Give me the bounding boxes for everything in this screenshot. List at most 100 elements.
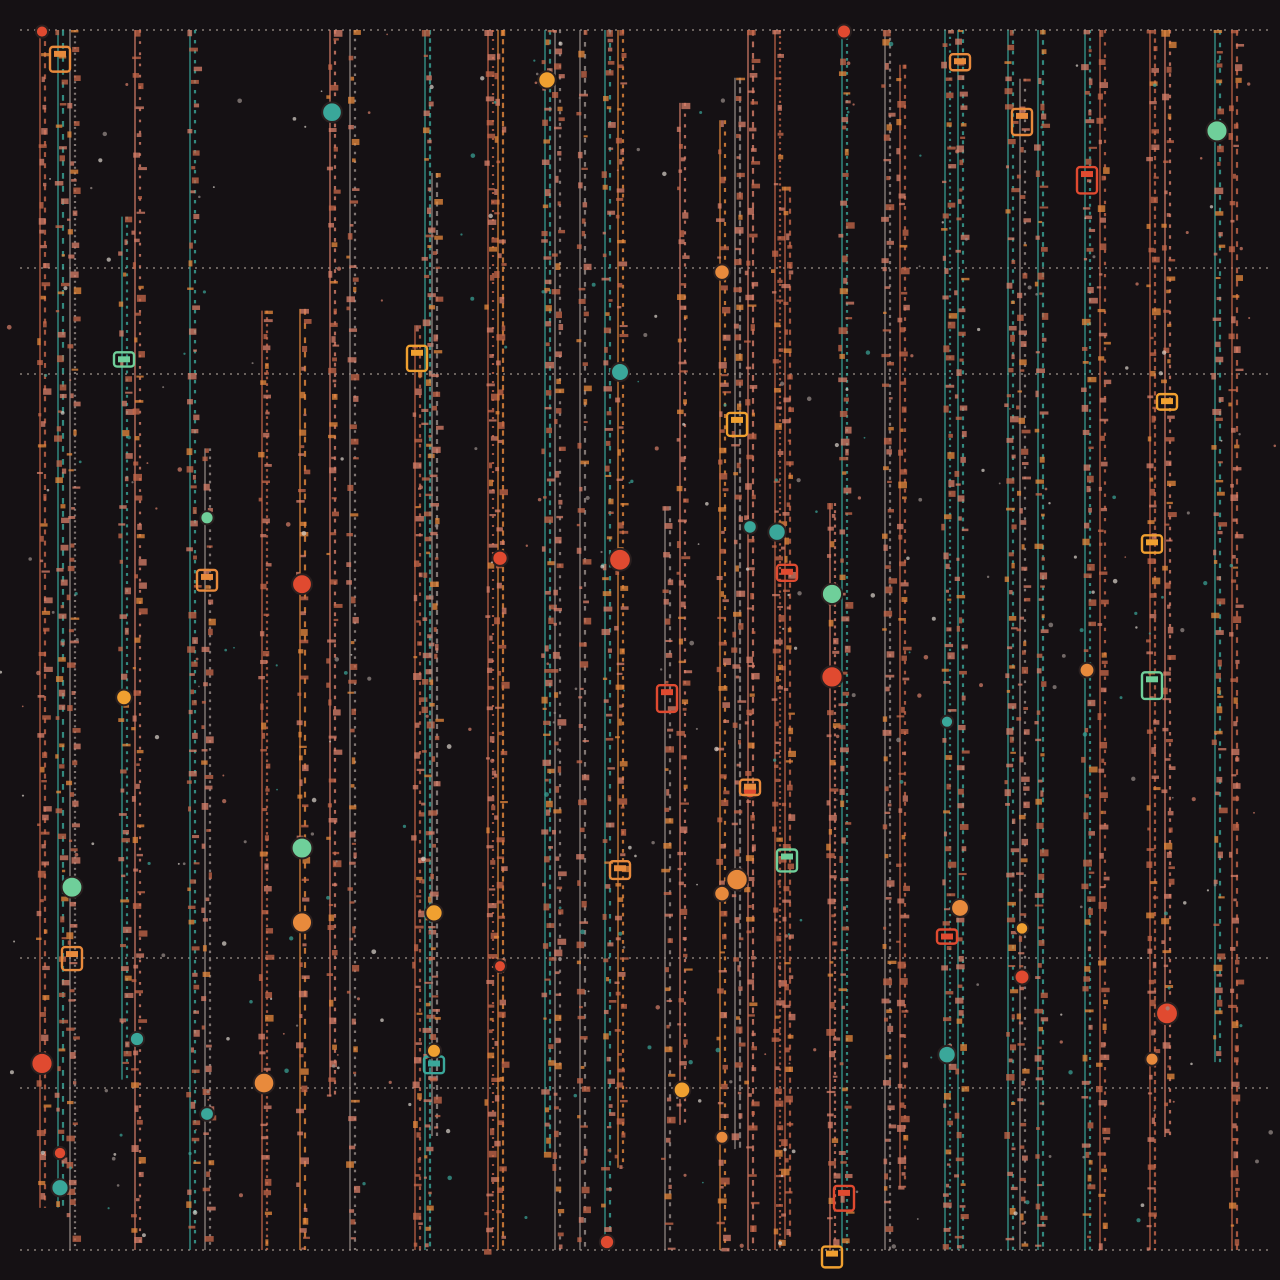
strand-tick (1088, 146, 1097, 149)
strand-tick (412, 462, 422, 469)
strand-tick (429, 956, 436, 961)
strand-tick (1016, 405, 1020, 410)
horizontal-dotted-lines (20, 29, 1270, 1251)
strand-tick (67, 131, 72, 138)
strand-tick (434, 735, 440, 741)
strand-tick (1100, 435, 1105, 441)
strand-tick (783, 348, 792, 353)
strand-tick (738, 623, 744, 630)
dust-dot (1061, 653, 1066, 658)
strand-tick (902, 795, 908, 802)
strand-tick (1083, 859, 1092, 867)
strand-tick (1082, 1054, 1088, 1062)
strand-tick (777, 53, 784, 58)
node-box (1075, 165, 1099, 195)
dust-dot (783, 1147, 787, 1152)
strand-tick (1230, 1170, 1239, 1178)
strand-tick (263, 613, 270, 616)
strand-tick (723, 790, 730, 795)
dust-dot (1206, 889, 1210, 892)
strand-tick (678, 998, 685, 1003)
strand-tick (1235, 757, 1240, 762)
strand-tick (947, 146, 956, 150)
strand-tick (948, 433, 953, 438)
strand-tick (1016, 717, 1022, 721)
strand-tick (1006, 1031, 1010, 1037)
strand-tick (350, 596, 356, 604)
strand-tick (787, 627, 792, 633)
strand-tick (618, 777, 624, 784)
strand-tick (896, 940, 901, 943)
strand-tick (826, 800, 831, 806)
dust-dot (979, 683, 984, 688)
dust-dot (243, 840, 247, 844)
dust-dot (1140, 957, 1143, 960)
strand-tick (72, 486, 81, 489)
strand-tick (122, 430, 130, 437)
strand-tick (120, 360, 124, 367)
dust-dot (931, 616, 936, 621)
strand-tick (957, 63, 965, 66)
strand-tick (1021, 429, 1031, 434)
strand-tick (1216, 51, 1223, 54)
dust-dot (888, 41, 894, 47)
strand-tick (1007, 1171, 1013, 1176)
strand-tick (1020, 1122, 1027, 1127)
strand-tick (601, 1203, 606, 1208)
strand-tick (1009, 665, 1016, 669)
strand-tick (1084, 522, 1090, 529)
strand-tick (902, 229, 909, 236)
strand-tick (1149, 477, 1154, 482)
strand-tick (579, 586, 583, 590)
strand-tick (603, 1009, 609, 1015)
strand-tick (544, 107, 552, 111)
dust-dot (899, 780, 904, 784)
strand-tick (204, 774, 214, 779)
strand-tick (328, 817, 338, 823)
dust-dot (1153, 1109, 1156, 1112)
strand-tick (731, 444, 740, 447)
strand-tick (716, 666, 721, 673)
dust-dot (780, 1174, 784, 1178)
strand-tick (332, 851, 340, 855)
strand-tick (542, 707, 547, 710)
dust-dot (600, 564, 605, 569)
strand-tick (261, 1136, 269, 1140)
strand-tick (488, 1004, 495, 1008)
strand-tick (665, 1137, 671, 1143)
strand-tick (959, 159, 964, 166)
strand-tick (124, 975, 132, 981)
strand-tick (414, 752, 420, 759)
node-circle (598, 1233, 616, 1251)
strand-tick (425, 1243, 429, 1248)
strand-tick (747, 304, 757, 307)
strand-tick (1004, 88, 1013, 95)
strand-tick (353, 1185, 361, 1193)
strand-tick (1211, 445, 1217, 450)
dust-dot (787, 933, 791, 936)
dust-dot (233, 646, 235, 649)
strand-tick (581, 1086, 591, 1092)
strand-tick (717, 616, 726, 619)
strand-tick (421, 30, 431, 37)
strand-tick (411, 835, 417, 841)
strand-tick (1021, 1243, 1029, 1247)
dust-dot (408, 1102, 412, 1107)
strand-tick (1216, 576, 1222, 581)
strand-tick (138, 167, 147, 171)
strand-tick (554, 63, 562, 70)
strand-tick (61, 79, 68, 85)
strand-tick (494, 188, 498, 195)
dust-dot (125, 82, 129, 86)
strand-tick (263, 319, 273, 323)
strand-tick (720, 176, 726, 184)
dust-dot (608, 29, 612, 33)
strand-tick (783, 688, 789, 691)
strand-tick (1008, 367, 1014, 373)
strand-tick (839, 353, 845, 359)
strand-tick (261, 910, 269, 915)
strand-tick (751, 956, 756, 960)
strand-tick (786, 1229, 791, 1236)
dust-dot (697, 543, 700, 545)
strand-tick (193, 1029, 200, 1037)
